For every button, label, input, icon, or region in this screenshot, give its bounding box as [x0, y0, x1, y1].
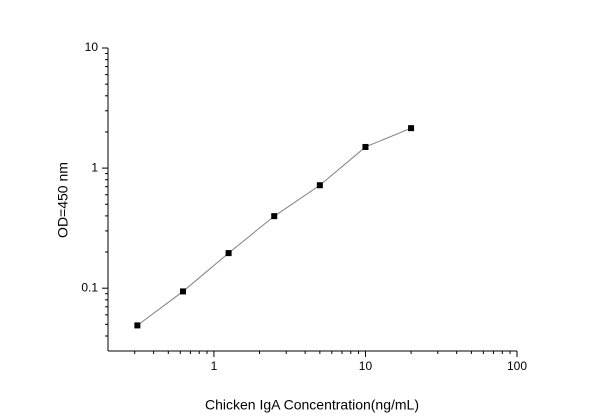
data-point	[362, 143, 369, 150]
y-axis-title: OD=450 nm	[55, 162, 71, 238]
data-point	[134, 322, 141, 329]
x-axis-title: Chicken IgA Concentration(ng/mL)	[205, 397, 419, 413]
y-tick-label: 0.1	[81, 280, 98, 294]
data-point	[271, 213, 278, 220]
y-tick-label: 1	[91, 160, 98, 174]
x-tick-label: 10	[359, 359, 373, 373]
data-point	[408, 125, 415, 132]
y-tick-label: 10	[85, 40, 99, 54]
x-tick-label: 100	[507, 359, 527, 373]
data-point	[179, 288, 186, 295]
data-point	[316, 182, 323, 189]
x-tick-label: 1	[211, 359, 218, 373]
series-line	[137, 127, 412, 326]
data-point	[225, 250, 232, 257]
